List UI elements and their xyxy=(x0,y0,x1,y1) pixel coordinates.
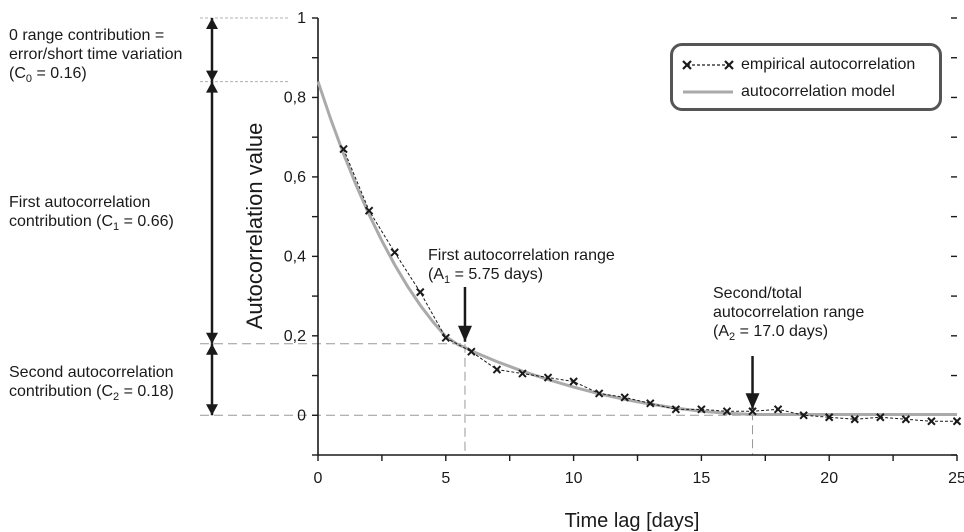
x-tick-label: 5 xyxy=(441,470,450,487)
legend-label-empirical: empirical autocorrelation xyxy=(741,56,916,73)
empirical-point xyxy=(671,405,681,414)
empirical-point xyxy=(748,407,757,416)
y-tick-label: 0 xyxy=(297,407,306,424)
empirical-point xyxy=(416,287,425,297)
legend-label-model: autocorrelation model xyxy=(741,83,895,100)
empirical-point xyxy=(901,415,911,424)
y-tick-label: 1 xyxy=(297,10,306,27)
empirical-point xyxy=(518,369,527,378)
empirical-point xyxy=(594,389,604,398)
c0-range-arrow-head-bottom xyxy=(206,70,218,82)
axes xyxy=(312,17,958,461)
range1-annotation: First autocorrelation range (A1 = 5.75 d… xyxy=(428,247,615,286)
x-axis-label: Time lag [days] xyxy=(565,510,700,532)
x-tick-label: 0 xyxy=(314,470,323,487)
x-tick-label: 25 xyxy=(948,470,964,487)
empirical-point xyxy=(952,417,962,426)
empirical-point xyxy=(722,407,732,416)
empirical-point xyxy=(850,415,859,424)
empirical-point xyxy=(799,411,808,420)
x-tick-label: 20 xyxy=(820,470,838,487)
legend-item-empirical: empirical autocorrelation xyxy=(673,53,915,77)
empirical-series xyxy=(339,144,962,426)
c2-range-arrow-head-top xyxy=(206,343,218,355)
c0-annotation: 0 range contribution = error/short time … xyxy=(9,27,183,85)
c1-range-arrow-head-top xyxy=(206,81,218,93)
range1-arrow xyxy=(457,287,472,342)
c1-range-arrow-head-bottom xyxy=(206,332,218,344)
y-axis-label: Autocorrelation value xyxy=(242,123,267,330)
x-tick-label: 15 xyxy=(693,470,711,487)
empirical-point xyxy=(364,206,374,215)
legend-swatch-model xyxy=(683,90,733,94)
empirical-point xyxy=(543,373,553,382)
empirical-point xyxy=(697,405,706,414)
empirical-point xyxy=(824,413,834,422)
y-tick-label: 0,2 xyxy=(284,328,306,345)
y-tick-label: 0,4 xyxy=(284,248,306,265)
c1-annotation: First autocorrelation contribution (C1 =… xyxy=(9,194,174,233)
empirical-point xyxy=(441,333,451,343)
range1-arrow-head xyxy=(457,325,472,342)
legend-swatch-empirical xyxy=(682,60,734,70)
empirical-point xyxy=(927,417,936,426)
y-tick-label: 0,8 xyxy=(284,89,306,106)
c1-range-arrow xyxy=(206,81,218,344)
x-tick-label: 10 xyxy=(565,470,583,487)
range2-arrow xyxy=(745,356,760,410)
empirical-point xyxy=(569,377,578,386)
range2-arrow-head xyxy=(745,393,760,410)
annotation-arrows xyxy=(206,18,760,416)
c2-range-arrow xyxy=(206,343,218,416)
c2-annotation: Second autocorrelation contribution (C2 … xyxy=(9,364,174,403)
empirical-point xyxy=(646,399,655,408)
empirical-point xyxy=(467,347,476,356)
model-series xyxy=(316,81,957,416)
y-tick-label: 0,6 xyxy=(284,169,306,186)
model-line xyxy=(316,81,957,416)
legend: empirical autocorrelation autocorrelatio… xyxy=(670,43,942,111)
empirical-point xyxy=(773,405,783,414)
c0-range-arrow xyxy=(206,18,218,82)
empirical-point xyxy=(339,144,348,154)
empirical-point xyxy=(876,413,885,422)
c2-range-arrow-head-bottom xyxy=(206,404,218,416)
legend-item-model: autocorrelation model xyxy=(673,80,895,104)
tick-labels: 00,20,40,60,810 5 10 15 20 25 xyxy=(284,10,964,487)
range2-annotation: Second/total autocorrelation range (A2 =… xyxy=(713,285,865,343)
empirical-point xyxy=(492,365,502,374)
empirical-point xyxy=(390,248,399,257)
c0-range-arrow-head-top xyxy=(206,18,218,29)
empirical-point xyxy=(620,393,629,402)
